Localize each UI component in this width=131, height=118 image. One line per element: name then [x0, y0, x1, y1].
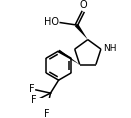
Text: F: F [44, 109, 50, 118]
Text: O: O [79, 0, 87, 10]
Polygon shape [58, 50, 80, 65]
Text: NH: NH [103, 44, 117, 53]
Polygon shape [75, 24, 88, 40]
Text: F: F [31, 95, 37, 105]
Text: F: F [29, 84, 35, 94]
Text: HO: HO [44, 17, 59, 27]
